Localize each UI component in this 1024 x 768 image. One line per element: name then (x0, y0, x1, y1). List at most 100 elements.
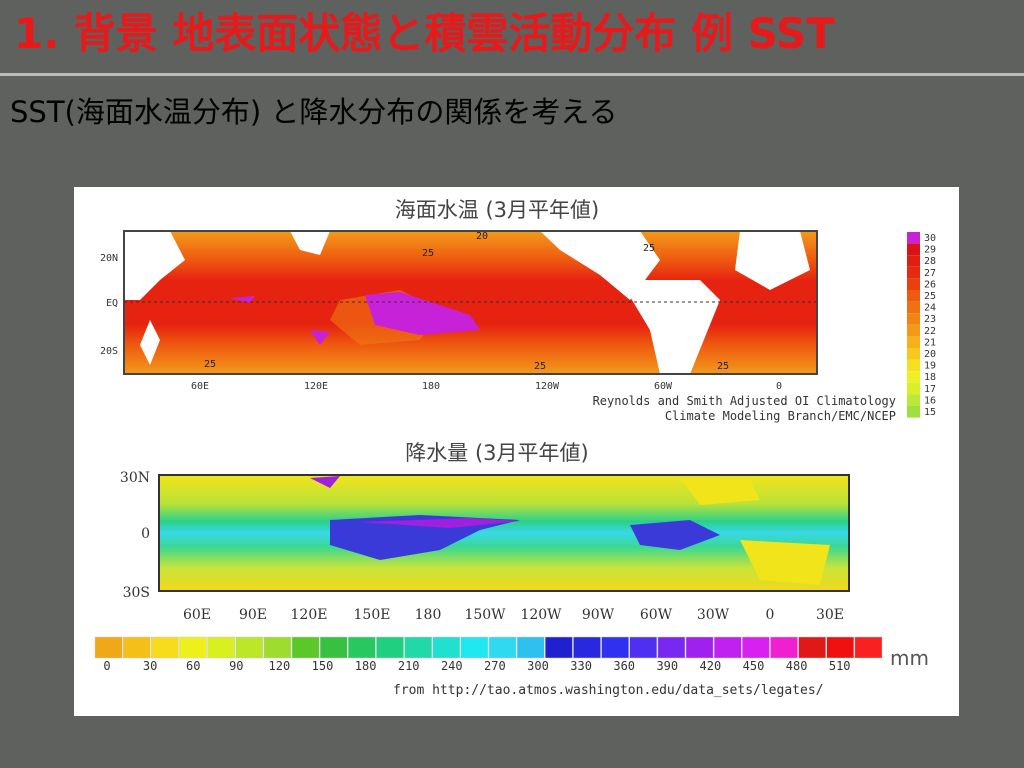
contour-label: 20 (476, 231, 488, 242)
slide-title: 1. 背景 地表面状態と積雲活動分布 例 SST (14, 9, 835, 58)
precip-colorbar-swatch (826, 636, 855, 659)
precip-colorbar-swatch (657, 636, 686, 659)
sst-colorbar-label: 17 (924, 384, 936, 395)
precip-colorbar-swatch (348, 636, 376, 659)
sst-colorbar-swatch (907, 336, 920, 348)
precip-colorbar-label: 240 (441, 659, 463, 673)
sst-colorbar-label: 24 (924, 303, 936, 314)
title-rule (0, 73, 1024, 76)
sst-colorbar-label: 21 (924, 337, 936, 348)
contour-label: 25 (422, 248, 434, 259)
precip-colorbar-label: 300 (527, 659, 549, 673)
sst-colorbar-label: 16 (924, 395, 936, 406)
sst-colorbar-swatch (907, 324, 920, 337)
lat-label: 30N (120, 470, 150, 486)
lat-label: 20N (100, 253, 118, 264)
precip-map (158, 474, 850, 592)
precip-colorbar-label: 90 (229, 659, 243, 673)
sst-title: 海面水温 (3月平年値) (395, 198, 599, 222)
sst-colorbar-swatch (907, 313, 920, 325)
lon-label: 60E (183, 607, 211, 623)
lon-label: 120W (535, 381, 560, 392)
lat-label: 20S (100, 346, 118, 357)
precip-colorbar-swatch (404, 636, 432, 659)
precip-colorbar-swatch (151, 636, 179, 659)
sst-colorbar-swatch (907, 394, 920, 406)
sst-colorbar-swatch (907, 359, 920, 372)
sst-colorbar-label: 15 (924, 407, 936, 418)
lon-label: 150W (464, 607, 506, 623)
sst-colorbar-label: 26 (924, 279, 936, 290)
precip-colorbar-swatch (488, 636, 517, 659)
sst-colorbar-label: 20 (924, 349, 936, 360)
sst-colorbar-swatch (907, 290, 920, 302)
lon-label: 30E (816, 607, 844, 623)
sst-colorbar-label: 28 (924, 256, 936, 267)
precip-colorbar-swatch (319, 636, 348, 659)
precip-credit: from http://tao.atmos.washington.edu/dat… (393, 683, 823, 698)
precip-colorbar-swatch (573, 636, 601, 659)
sst-colorbar-swatch (907, 232, 920, 244)
lon-label: 180 (422, 381, 440, 392)
sst-colorbar-swatch (907, 243, 920, 256)
precip-colorbar-swatch (798, 636, 826, 659)
precip-colorbar-swatch (179, 636, 207, 659)
precip-colorbar-swatch (742, 636, 770, 659)
sst-colorbar-swatch (907, 371, 920, 383)
lat-label: EQ (106, 298, 118, 309)
precip-colorbar-swatch (291, 636, 320, 659)
contour-label: 25 (534, 361, 546, 372)
precip-colorbar-swatch (601, 636, 629, 659)
precip-colorbar-swatch (460, 636, 489, 659)
lon-label: 60W (654, 381, 673, 392)
lon-label: 60W (640, 607, 673, 623)
precip-colorbar-swatch (122, 636, 151, 659)
sst-colorbar-swatch (907, 301, 920, 314)
precip-colorbar-label: 450 (743, 659, 765, 673)
precip-colorbar-label: 120 (269, 659, 291, 673)
precip-colorbar-swatch (854, 636, 883, 659)
precip-colorbar-swatch (376, 636, 404, 659)
precip-colorbar-label: 360 (613, 659, 635, 673)
lon-label: 120E (291, 607, 328, 623)
lon-label: 30W (697, 607, 730, 623)
precip-colorbar-label: 210 (398, 659, 420, 673)
lon-label: 60E (191, 381, 209, 392)
sst-colorbar-label: 29 (924, 245, 936, 256)
sst-colorbar-swatch (907, 255, 920, 267)
precip-colorbar-swatch (516, 636, 545, 659)
lon-label: 0 (766, 607, 775, 623)
sst-colorbar-swatch (907, 382, 920, 395)
lon-label: 180 (415, 607, 442, 623)
sst-colorbar-label: 19 (924, 361, 936, 372)
sst-colorbar-swatch (907, 348, 920, 360)
precip-title: 降水量 (3月平年値) (405, 441, 588, 465)
lon-label: 90E (239, 607, 267, 623)
lon-label: 150E (354, 607, 391, 623)
precip-colorbar-label: 480 (786, 659, 808, 673)
precip-colorbar-label: 420 (700, 659, 722, 673)
precip-colorbar-label: 510 (829, 659, 851, 673)
lon-label: 120E (304, 381, 328, 392)
precip-colorbar-label: 0 (103, 659, 110, 673)
precip-colorbar-swatch (770, 636, 798, 659)
sst-map (123, 230, 818, 375)
precip-colorbar-swatch (713, 636, 742, 659)
sst-colorbar-swatch (907, 266, 920, 279)
precip-colorbar-label: 180 (355, 659, 377, 673)
precip-colorbar-swatch (235, 636, 264, 659)
precip-colorbar-label: 390 (656, 659, 678, 673)
lon-label: 120W (520, 607, 562, 623)
lon-label: 90W (582, 607, 615, 623)
precip-colorbar-swatch (94, 636, 123, 659)
sst-colorbar-label: 27 (924, 268, 936, 279)
precip-colorbar-swatch (545, 636, 573, 659)
contour-label: 25 (204, 359, 216, 370)
sst-colorbar-swatch (907, 278, 920, 290)
sst-colorbar-label: 18 (924, 372, 936, 383)
sst-credit: Reynolds and Smith Adjusted OI Climatolo… (593, 394, 896, 408)
precip-colorbar-swatch (263, 636, 292, 659)
sst-colorbar-swatch (907, 406, 920, 418)
precip-unit: mm (890, 646, 929, 670)
